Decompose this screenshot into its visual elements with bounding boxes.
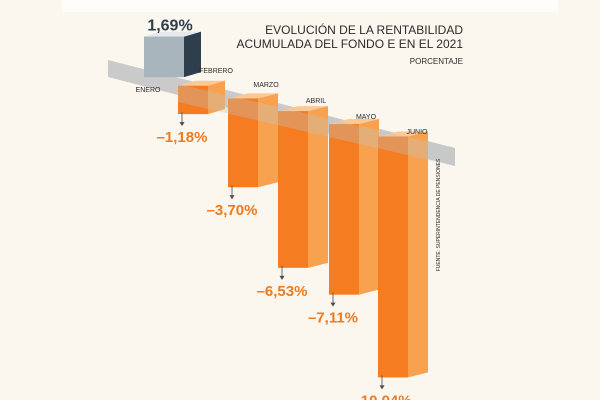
data-label-febrero: –1,18% [157, 129, 208, 146]
bar-top-face [228, 93, 278, 99]
bar-marzo [228, 93, 278, 188]
labels-layer: 1,69% –1,18% –3,70% –6,53%–7,11% –10,04% ENER… [136, 18, 429, 400]
bar-side-face [408, 131, 428, 378]
data-label-junio: –10,04% [352, 392, 411, 400]
bar-front-face [329, 124, 359, 295]
label-arrowhead [229, 195, 235, 200]
bar-side-face [308, 106, 328, 268]
bar-top-face [378, 131, 428, 137]
data-label-enero: 1,69% [147, 18, 192, 35]
category-label-febrero: FEBRERO [199, 68, 233, 75]
label-arrowhead [179, 122, 185, 127]
bar-top-face [278, 106, 328, 112]
category-label-abril: ABRIL [306, 98, 326, 105]
bar-front-face [144, 36, 184, 78]
chart-title: EVOLUCIÓN DE LA RENTABILIDAD ACUMULADA D… [236, 22, 463, 51]
label-arrowhead [330, 302, 336, 307]
bar-front-face [378, 136, 408, 378]
chart-subtitle: PORCENTAJE [410, 57, 463, 66]
bar-febrero [178, 80, 225, 115]
bar-side-face [208, 80, 225, 115]
bar-enero [144, 31, 201, 78]
source-note: FUENTE: SUPERINTENDENCIA DE PENSIONES [436, 158, 442, 271]
bar-front-face [278, 111, 308, 268]
bar-abril [278, 106, 328, 268]
bar-top-face [329, 119, 379, 125]
bar-top-face [144, 31, 201, 37]
bar-front-face [178, 85, 208, 115]
category-label-marzo: MARZO [253, 82, 279, 89]
label-arrowhead [279, 275, 285, 280]
bar-mayo [329, 119, 379, 295]
bar-top-face [178, 80, 225, 86]
bar-junio [378, 131, 428, 378]
chart-title-line-2: ACUMULADA DEL FONDO E EN EL 2021 [236, 37, 463, 51]
bar-front-face [228, 98, 258, 188]
category-label-enero: ENERO [136, 87, 161, 94]
bars-layer [144, 31, 455, 378]
data-label-marzo: –3,70% [207, 202, 258, 219]
chart-title-line-1: EVOLUCIÓN DE LA RENTABILIDAD [265, 22, 463, 37]
label-arrowhead [379, 385, 385, 390]
data-label-abril: –6,53% [257, 283, 308, 300]
top-strip [62, 0, 558, 12]
bar-side-face [258, 93, 278, 188]
category-label-junio: JUNIO [407, 129, 429, 136]
data-label-mayo: –7,11% [308, 310, 358, 327]
category-label-mayo: MAYO [356, 114, 377, 121]
bar-side-face [184, 31, 201, 78]
bar-side-face [359, 119, 379, 295]
axis-band-overlay [178, 84, 455, 166]
